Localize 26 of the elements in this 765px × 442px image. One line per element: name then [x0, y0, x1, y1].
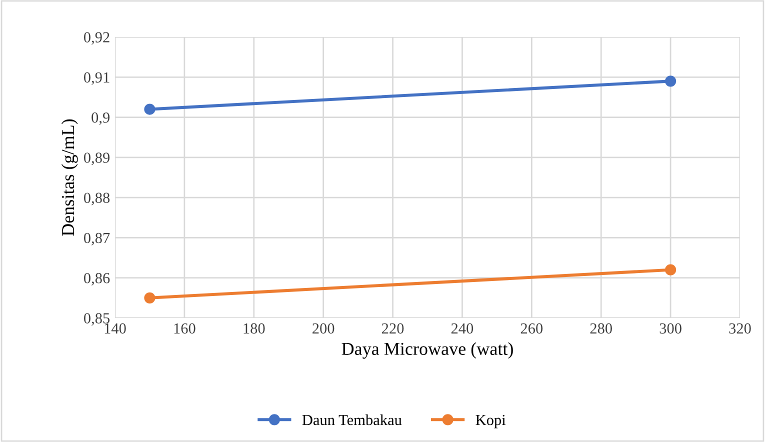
- legend-label: Kopi: [476, 414, 506, 428]
- y-tick-label: 0,89: [84, 152, 110, 166]
- x-tick-label: 220: [382, 323, 404, 334]
- legend-label: Daun Tembakau: [302, 414, 402, 426]
- point: [665, 76, 676, 87]
- x-tick-label: 160: [174, 323, 196, 334]
- y-tick-label: 0,9: [92, 112, 110, 125]
- x-tick-label: 200: [312, 323, 334, 334]
- x-tick-label: 240: [451, 323, 474, 334]
- x-tick-label: 280: [590, 323, 612, 334]
- x-axis-title: Daya Microwave (watt): [342, 342, 513, 359]
- y-tick-label: 0,86: [84, 273, 110, 286]
- x-tick-label: 260: [520, 323, 543, 334]
- point: [665, 264, 676, 276]
- y-tick-label: 0,87: [84, 232, 110, 246]
- y-axis-title: Densitas (g/mL): [61, 119, 78, 236]
- y-tick-label: 0,91: [84, 72, 110, 85]
- point: [144, 292, 156, 304]
- x-tick-label: 180: [244, 323, 265, 334]
- x-tick-label: 320: [729, 323, 751, 334]
- y-tick-label: 0,92: [84, 32, 110, 45]
- point: [144, 104, 156, 115]
- y-tick-label: 0,85: [84, 313, 110, 326]
- x-tick-label: 300: [660, 323, 682, 334]
- x-tick-label: 140: [104, 323, 126, 334]
- y-tick-label: 0,88: [84, 192, 110, 206]
